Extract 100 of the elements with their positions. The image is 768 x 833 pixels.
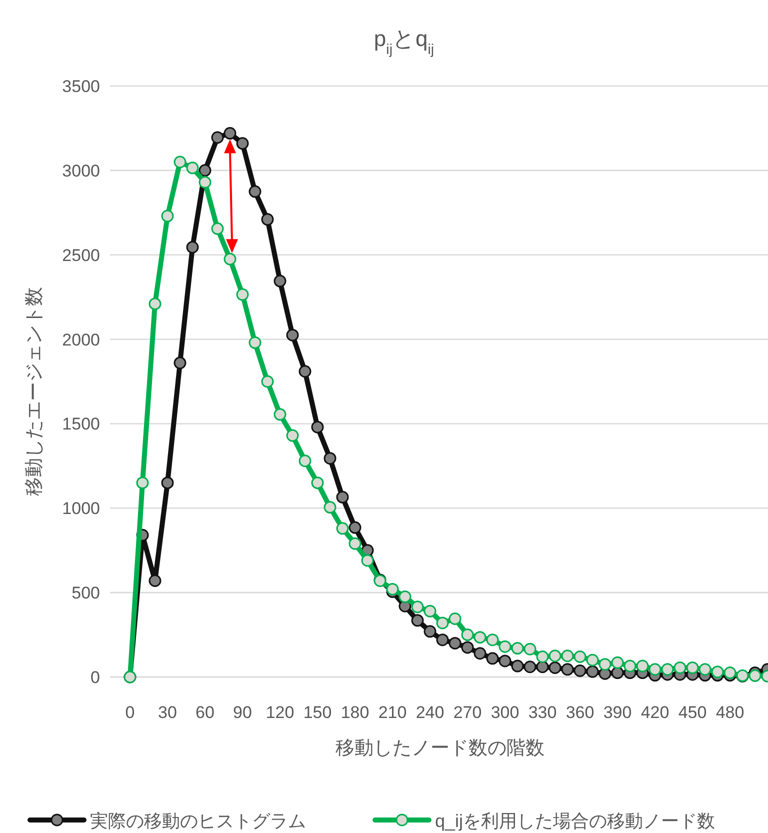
y-tick-label: 2000 <box>62 330 100 350</box>
point <box>611 666 624 680</box>
point <box>748 669 762 682</box>
y-tick-label: 3500 <box>62 77 100 96</box>
x-tick-label: 150 <box>303 703 332 722</box>
y-tick-label: 1000 <box>62 499 100 518</box>
chart-title: p$_{ij}$とq$_{ij}$ <box>374 26 434 58</box>
point <box>486 652 499 665</box>
y-axis-title: 移動したエージェント数 <box>24 287 45 496</box>
x-tick-label: 90 <box>233 703 252 722</box>
point <box>424 604 436 618</box>
point <box>286 429 299 442</box>
point <box>311 476 324 490</box>
x-tick-label: 270 <box>453 703 482 722</box>
point <box>236 137 249 150</box>
point <box>536 650 549 663</box>
point <box>398 590 412 604</box>
point <box>248 336 262 349</box>
point <box>336 490 349 504</box>
point <box>298 454 312 468</box>
x-tick-label: 0 <box>125 703 135 722</box>
point <box>511 642 524 655</box>
x-tick-label: 390 <box>603 703 632 722</box>
point <box>474 631 486 644</box>
y-tick-label: 1500 <box>62 414 100 434</box>
point <box>198 164 212 177</box>
point <box>148 298 162 310</box>
point <box>174 156 186 168</box>
point <box>224 252 236 266</box>
point <box>424 625 436 638</box>
point <box>486 634 499 646</box>
point <box>548 650 562 662</box>
point <box>574 664 586 677</box>
point <box>211 131 224 144</box>
point <box>161 476 174 490</box>
point <box>624 660 636 672</box>
point <box>524 660 536 674</box>
point <box>524 642 536 656</box>
point <box>186 241 199 254</box>
x-tick-label: 120 <box>266 703 294 722</box>
point <box>724 666 736 680</box>
x-tick-label: 240 <box>416 703 444 722</box>
point <box>324 452 336 465</box>
point <box>498 654 512 668</box>
point <box>461 628 474 642</box>
x-tick-label: 450 <box>678 703 707 722</box>
point <box>648 663 662 676</box>
point <box>586 665 599 678</box>
point <box>248 185 262 198</box>
point <box>161 210 174 222</box>
point <box>636 660 649 672</box>
point <box>186 162 199 174</box>
point <box>448 612 462 625</box>
x-tick-label: 480 <box>716 703 744 722</box>
x-tick-label: 300 <box>490 703 520 722</box>
point <box>311 420 324 434</box>
point <box>674 661 686 674</box>
point <box>598 658 612 671</box>
y-tick-label: 2500 <box>62 246 100 265</box>
point <box>511 660 524 672</box>
point <box>336 522 349 535</box>
y-tick-label: 3000 <box>62 161 100 180</box>
point <box>174 356 186 370</box>
point <box>686 661 699 674</box>
x-axis-title: 移動したノード数の階数 <box>336 738 544 759</box>
point <box>224 127 236 140</box>
point <box>286 328 299 342</box>
point <box>274 274 286 288</box>
point <box>436 616 449 630</box>
point <box>261 213 274 226</box>
point <box>324 501 336 514</box>
point <box>474 647 486 660</box>
y-tick-label: 500 <box>72 584 100 603</box>
point <box>298 365 312 378</box>
x-tick-label: 360 <box>566 703 594 722</box>
point <box>348 537 362 550</box>
x-tick-label: 210 <box>378 703 407 722</box>
point <box>574 650 586 663</box>
point <box>498 640 512 653</box>
legend-label: 実際の移動のヒストグラム <box>90 811 306 831</box>
point <box>198 176 212 188</box>
point <box>436 634 449 646</box>
point <box>348 521 362 534</box>
point <box>361 554 374 567</box>
point <box>136 476 149 490</box>
point <box>561 650 574 662</box>
point <box>261 375 274 388</box>
x-tick-label: 60 <box>196 703 214 722</box>
y-tick-label: 0 <box>90 668 100 687</box>
point <box>448 636 462 650</box>
point <box>698 663 712 676</box>
x-tick-label: 180 <box>340 703 370 722</box>
point <box>711 666 724 678</box>
point <box>148 574 162 587</box>
point <box>548 661 562 674</box>
legend-label: q_ijを利用した場合の移動ノード数 <box>435 811 716 831</box>
point <box>611 656 624 669</box>
point <box>536 660 549 674</box>
point <box>236 288 249 301</box>
point <box>461 641 474 654</box>
